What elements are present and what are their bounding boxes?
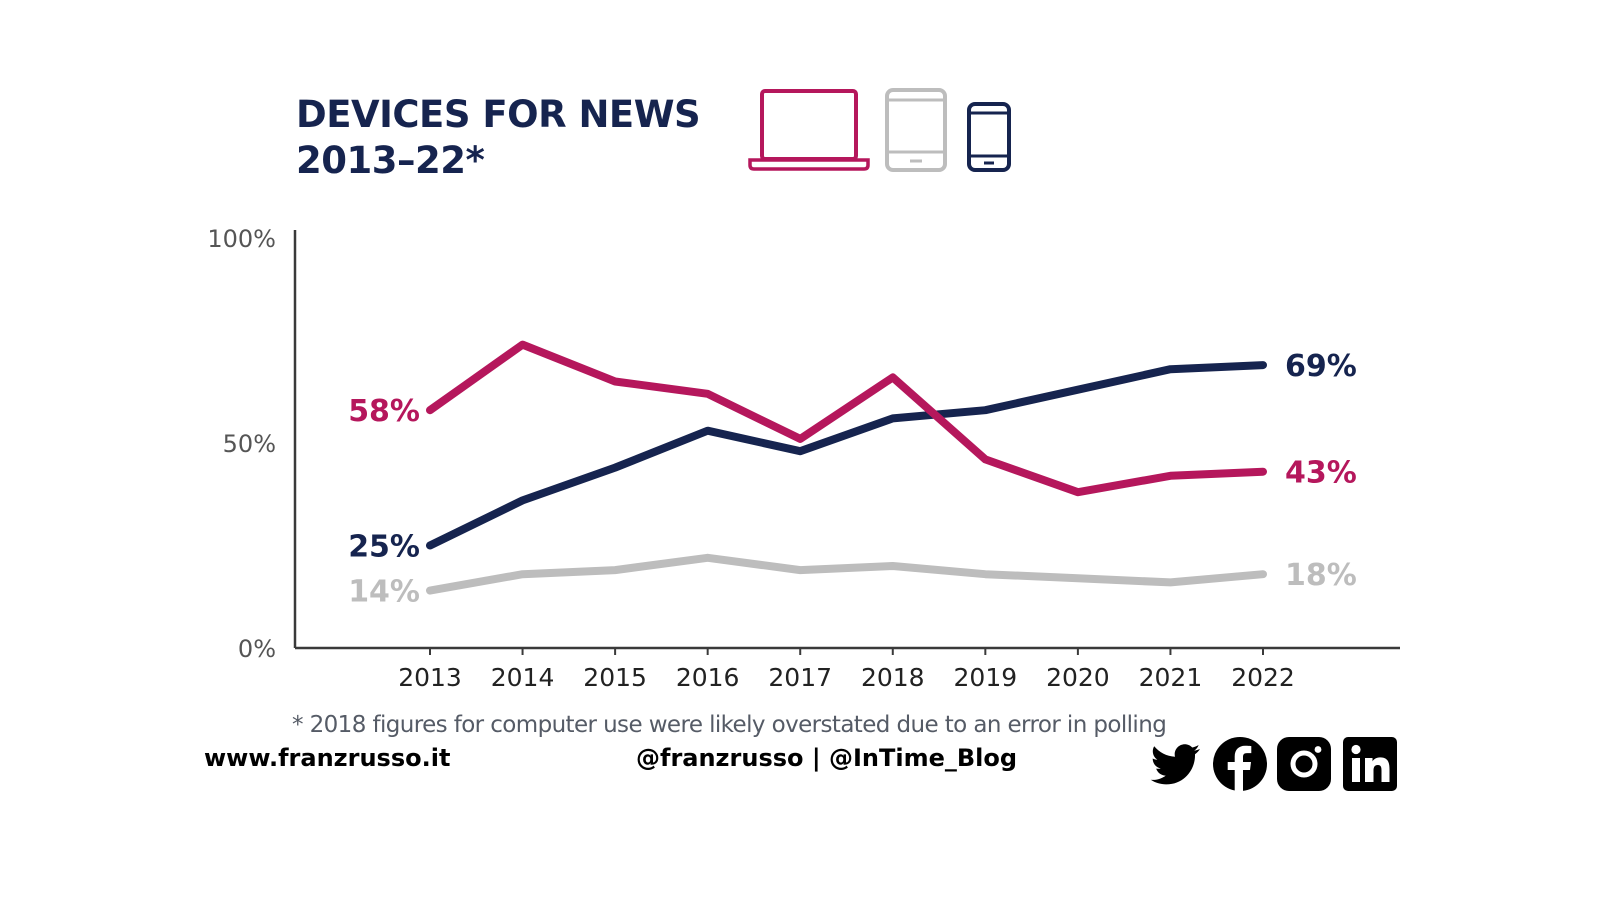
chart-axes bbox=[293, 230, 1400, 650]
website-link[interactable]: www.franzrusso.it bbox=[204, 744, 451, 772]
y-tick-label: 50% bbox=[223, 430, 276, 458]
x-tick-label: 2021 bbox=[1139, 663, 1203, 692]
series-labels: 58% 43% 25% 69% 14% 18% bbox=[348, 349, 1357, 609]
x-axis-ticks: 2013 2014 2015 2016 2017 2018 2019 2020 2021 2022 bbox=[398, 648, 1295, 692]
series-line-tablet bbox=[426, 553, 1267, 595]
start-label-computer: 58% bbox=[348, 394, 420, 429]
x-tick-label: 2013 bbox=[398, 663, 462, 692]
footnote: * 2018 figures for computer use were lik… bbox=[292, 712, 1167, 738]
series-line-computer bbox=[426, 340, 1267, 497]
social-handles: @franzrusso | @InTime_Blog bbox=[636, 744, 1018, 772]
end-label-smartphone: 69% bbox=[1285, 349, 1357, 384]
end-label-tablet: 18% bbox=[1285, 558, 1357, 593]
x-tick-label: 2018 bbox=[861, 663, 925, 692]
x-tick-label: 2016 bbox=[676, 663, 740, 692]
x-tick-label: 2014 bbox=[491, 663, 555, 692]
chart-title-line1: DEVICES FOR NEWS bbox=[296, 93, 701, 136]
start-label-tablet: 14% bbox=[348, 575, 420, 610]
x-tick-label: 2017 bbox=[768, 663, 832, 692]
chart-title: DEVICES FOR NEWS 2013–22* bbox=[296, 92, 701, 184]
twitter-icon[interactable] bbox=[1148, 736, 1204, 792]
smartphone-icon bbox=[967, 102, 1011, 172]
linkedin-icon[interactable] bbox=[1342, 736, 1398, 792]
laptop-icon bbox=[748, 89, 870, 171]
start-label-smartphone: 25% bbox=[348, 530, 420, 565]
series-lines bbox=[426, 340, 1267, 595]
x-tick-label: 2020 bbox=[1046, 663, 1110, 692]
tablet-icon bbox=[885, 88, 947, 172]
instagram-icon[interactable] bbox=[1276, 736, 1332, 792]
end-label-computer: 43% bbox=[1285, 456, 1357, 491]
x-tick-label: 2022 bbox=[1231, 663, 1295, 692]
x-tick-label: 2015 bbox=[583, 663, 647, 692]
y-axis-ticks: 0% 50% 100% bbox=[207, 225, 276, 663]
y-tick-label: 100% bbox=[207, 225, 276, 253]
chart-title-line2: 2013–22* bbox=[296, 139, 485, 182]
y-tick-label: 0% bbox=[238, 635, 276, 663]
facebook-icon[interactable] bbox=[1212, 736, 1268, 792]
x-tick-label: 2019 bbox=[954, 663, 1018, 692]
series-line-smartphone bbox=[426, 361, 1267, 550]
